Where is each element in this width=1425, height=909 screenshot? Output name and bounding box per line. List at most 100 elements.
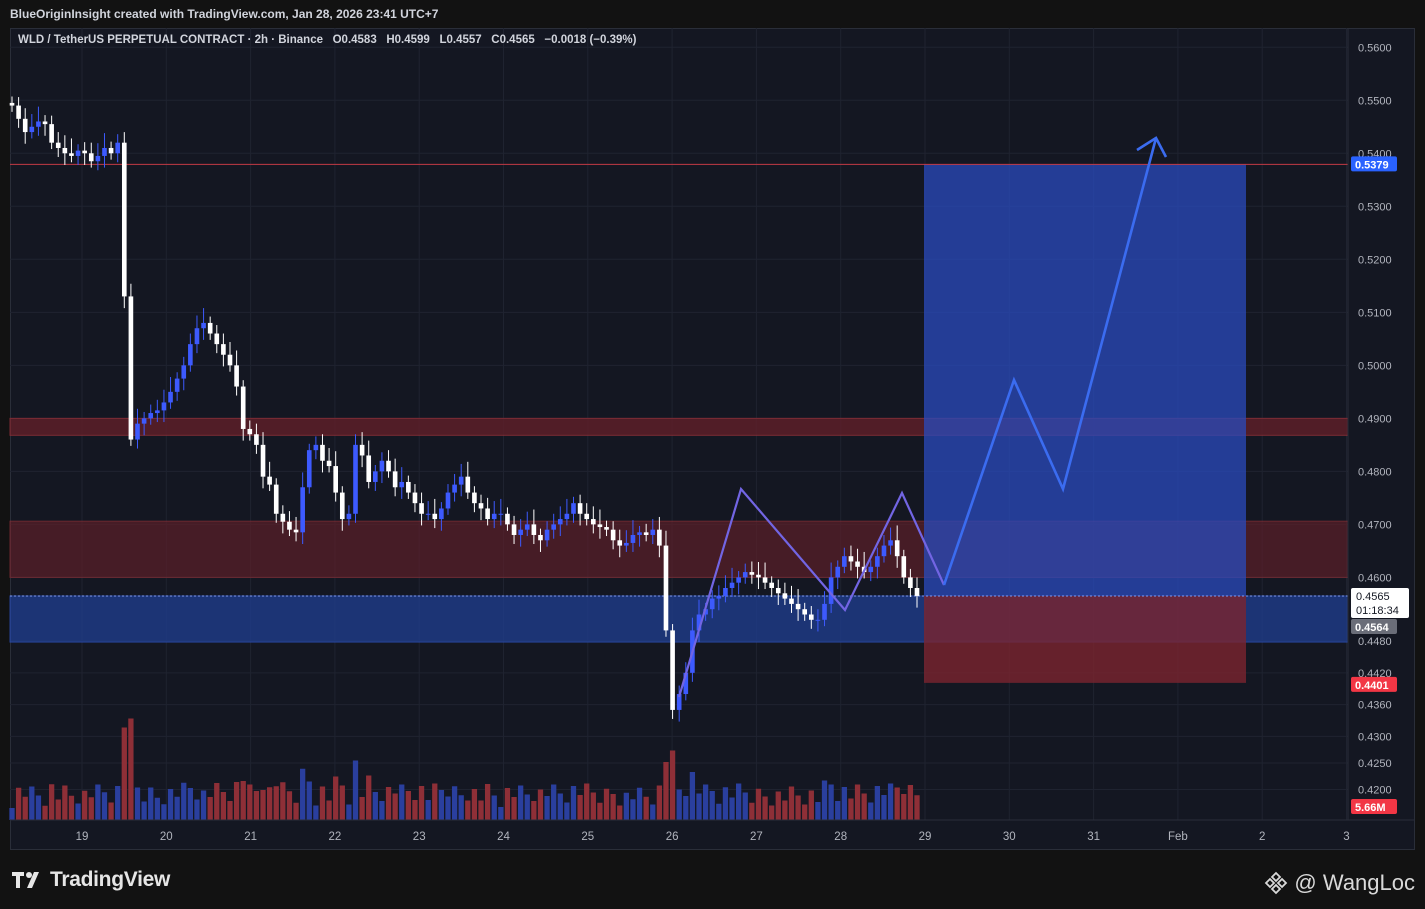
candle-body: [439, 508, 444, 520]
volume-bar: [709, 791, 715, 820]
candle-body: [676, 694, 682, 710]
stop-loss-zone: [924, 595, 1246, 683]
candle-body: [808, 614, 814, 620]
candle-body: [108, 147, 114, 154]
candle-body: [775, 587, 781, 594]
time-axis-label: 25: [581, 831, 594, 843]
volume-bar: [518, 785, 524, 820]
volume-bar: [181, 782, 187, 820]
volume-bar: [141, 801, 147, 820]
candle-body: [181, 365, 187, 379]
price-axis-label: 0.5300: [1358, 201, 1392, 213]
candle-body: [650, 529, 656, 535]
candle-body: [518, 529, 523, 535]
volume-bar: [115, 786, 121, 820]
volume-bar: [174, 796, 180, 820]
volume-bar: [808, 790, 814, 820]
volume-bar: [531, 801, 537, 820]
candle-body: [511, 524, 517, 535]
candle-body: [663, 545, 669, 631]
volume-bar: [214, 783, 220, 820]
time-axis-label: 19: [76, 831, 89, 843]
volume-bar: [9, 808, 15, 820]
volume-bar: [22, 796, 28, 820]
volume-bar: [570, 786, 577, 820]
price-axis-label: 0.4360: [1358, 700, 1392, 712]
volume-bar: [762, 796, 768, 820]
tradingview-logo[interactable]: TradingView: [12, 868, 170, 892]
volume-bar: [755, 788, 762, 820]
volume-bar: [161, 804, 167, 820]
current-price-tag-bg: [1351, 587, 1409, 618]
open-value: 0.4583: [341, 34, 377, 46]
volume-bar: [524, 794, 530, 820]
current-price-tag: 0.4565: [1356, 591, 1390, 603]
price-axis-label: 0.5000: [1358, 360, 1392, 372]
candle-body: [597, 524, 603, 528]
candle-body: [194, 328, 200, 345]
candle-body: [313, 444, 319, 451]
volume-bar: [775, 791, 781, 820]
candle-body: [610, 529, 616, 541]
time-axis-label: Feb: [1168, 831, 1188, 843]
candle-body: [736, 577, 741, 583]
volume-bar: [412, 800, 418, 820]
candle-body: [584, 513, 590, 520]
stop-price-tag-bg: [1351, 676, 1397, 692]
candle-body: [749, 572, 755, 575]
volume-bar: [392, 793, 398, 820]
time-axis-label: 24: [497, 831, 510, 843]
volume-bar: [134, 787, 141, 820]
candle-body: [287, 521, 292, 530]
volume-bar: [484, 784, 491, 820]
candle-body: [498, 513, 504, 515]
volume-bar: [121, 727, 127, 820]
candle-body: [234, 365, 239, 387]
volume-bar: [729, 797, 735, 820]
price-axis-label: 0.5100: [1358, 307, 1392, 319]
candle-body: [637, 532, 642, 535]
volume-bar: [643, 796, 649, 820]
volume-bar: [313, 805, 319, 820]
volume-tag-bg: [1351, 799, 1397, 814]
volume-bar: [478, 800, 484, 820]
volume-bar: [372, 792, 378, 820]
price-chart[interactable]: 0.56000.55000.54000.53000.52000.51000.50…: [0, 0, 1425, 850]
candle-body: [855, 561, 860, 567]
candle-body: [835, 566, 841, 578]
candle-body: [842, 556, 847, 567]
candle-body: [293, 529, 299, 533]
candle-body: [762, 577, 768, 583]
price-axis-label: 0.4250: [1358, 758, 1392, 770]
candle-body: [485, 508, 490, 520]
countdown-tag: 01:18:34: [1356, 605, 1399, 617]
volume-bar: [557, 793, 563, 820]
candle-body: [128, 296, 134, 440]
volume-bar: [868, 802, 874, 820]
volume-bar: [300, 768, 306, 820]
profit-target-zone: [924, 164, 1246, 596]
mark-price-tag-bg: [1351, 618, 1397, 634]
volume-bar: [167, 789, 174, 820]
candle-body: [670, 630, 675, 710]
volume-bar: [95, 784, 101, 820]
projection-path: [942, 137, 1158, 586]
volume-bar: [656, 785, 663, 820]
price-axis-label: 0.4420: [1358, 668, 1392, 680]
volume-bar: [564, 802, 570, 820]
volume-bar: [597, 802, 603, 820]
candle-body: [280, 513, 286, 522]
volume-bar: [339, 785, 345, 820]
candle-body: [815, 619, 821, 621]
volume-bar: [669, 750, 676, 820]
volume-bar: [736, 783, 742, 820]
candle-body: [267, 476, 272, 485]
candle-body: [716, 595, 722, 599]
pattern-zigzag: [677, 486, 946, 698]
candle-body: [121, 142, 127, 297]
candle-body: [353, 444, 358, 514]
candle-body: [591, 519, 596, 525]
volume-bar: [227, 801, 233, 820]
volume-bar: [352, 760, 359, 820]
volume-bar: [716, 803, 722, 820]
